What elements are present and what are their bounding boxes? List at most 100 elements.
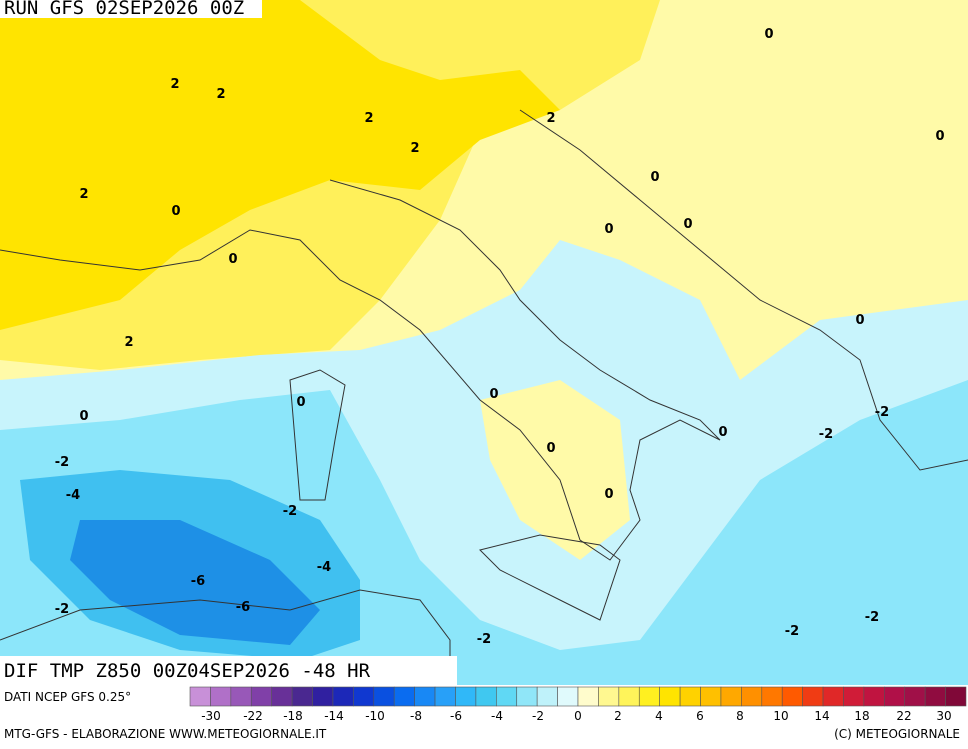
colorbar-swatch (659, 686, 681, 707)
colorbar: -30 -22 -18 -14 -10 -8 -6 -4 -2 0 2 4 6 8 10 14 18 22 30 (189, 686, 967, 723)
contour-label: 0 (650, 170, 659, 185)
contour-label: -2 (875, 405, 889, 420)
colorbar-label: 10 (773, 709, 788, 723)
colorbar-swatch (720, 686, 742, 707)
contour-label: 2 (170, 77, 179, 92)
colorbar-swatch (945, 686, 967, 707)
run-label: RUN GFS 02SEP2026 00Z (4, 0, 244, 19)
colorbar-swatch (516, 686, 538, 707)
copyright: (C) METEOGIORNALE (834, 727, 960, 741)
credit: MTG-GFS - ELABORAZIONE WWW.METEOGIORNALE… (4, 727, 327, 741)
contour-label: -2 (55, 455, 69, 470)
title-box (0, 656, 457, 685)
colorbar-swatch (434, 686, 456, 707)
colorbar-swatch (250, 686, 272, 707)
colorbar-swatch (189, 686, 211, 707)
contour-label: 2 (546, 111, 555, 126)
colorbar-swatch (291, 686, 313, 707)
colorbar-swatch (679, 686, 701, 707)
colorbar-swatch (230, 686, 252, 707)
colorbar-label: -2 (532, 709, 544, 723)
colorbar-swatch (924, 686, 946, 707)
warm-core (0, 0, 560, 330)
coastline (0, 179, 721, 561)
colorbar-swatch (577, 686, 599, 707)
colorbar-swatch (822, 686, 844, 707)
colorbar-swatch (373, 686, 395, 707)
colorbar-swatch (802, 686, 824, 707)
colorbar-label: 18 (854, 709, 869, 723)
colorbar-swatch (638, 686, 660, 707)
colorbar-swatch (761, 686, 783, 707)
contour-label: -2 (785, 624, 799, 639)
contour-label: 0 (228, 252, 237, 267)
colorbar-swatch (781, 686, 803, 707)
colorbar-swatch (843, 686, 865, 707)
colorbar-swatch (455, 686, 477, 707)
colorbar-label: 8 (736, 709, 744, 723)
colorbar-swatch (393, 686, 415, 707)
colorbar-label: 2 (614, 709, 622, 723)
colorbar-label: -14 (324, 709, 344, 723)
map-title: DIF TMP Z850 00Z04SEP2026 -48 HR (4, 660, 371, 682)
contour-label: 0 (171, 204, 180, 219)
colorbar-swatch (496, 686, 518, 707)
colorbar-swatch (700, 686, 722, 707)
contour-label: -2 (55, 602, 69, 617)
colorbar-swatch (353, 686, 375, 707)
contour-label: -6 (191, 574, 205, 589)
contour-label: -6 (236, 600, 250, 615)
colorbar-swatch (884, 686, 906, 707)
colorbar-label: -30 (201, 709, 221, 723)
contour-label: 0 (489, 387, 498, 402)
colorbar-swatch (863, 686, 885, 707)
colorbar-swatch (741, 686, 763, 707)
contour-label: 2 (364, 111, 373, 126)
colorbar-swatch (536, 686, 558, 707)
contour-label: 0 (718, 425, 727, 440)
map: RUN GFS 02SEP2026 00Z DIF TMP Z850 00Z04… (0, 0, 968, 685)
contour-label: -4 (317, 560, 331, 575)
island (479, 534, 621, 621)
colorbar-swatch (414, 686, 436, 707)
contour-label: 2 (410, 141, 419, 156)
coastline (0, 589, 451, 685)
contour-label: 0 (604, 222, 613, 237)
contour-label: 0 (683, 217, 692, 232)
contour-label: 0 (604, 487, 613, 502)
colorbar-swatch (598, 686, 620, 707)
colorbar-swatch (312, 686, 334, 707)
colorbar-label: -10 (365, 709, 385, 723)
contour-label: 0 (79, 409, 88, 424)
contour-label: -4 (66, 488, 80, 503)
contour-label: 0 (764, 27, 773, 42)
colorbar-swatch (332, 686, 354, 707)
contour-label: 0 (855, 313, 864, 328)
colorbar-label: -18 (283, 709, 303, 723)
contour-label: -2 (477, 632, 491, 647)
colorbar-label: -22 (243, 709, 263, 723)
contour-label: -2 (283, 504, 297, 519)
colorbar-label: 4 (655, 709, 663, 723)
contour-label: 2 (216, 87, 225, 102)
contour-label: -2 (865, 610, 879, 625)
contour-label: 0 (546, 441, 555, 456)
coastline (519, 109, 968, 471)
colorbar-label: 30 (936, 709, 951, 723)
colorbar-label: 0 (574, 709, 582, 723)
contour-label: 2 (124, 335, 133, 350)
colorbar-label: 6 (696, 709, 704, 723)
contour-label: 2 (79, 187, 88, 202)
colorbar-label: -8 (410, 709, 422, 723)
contour-labels: 2 2 2 2 2 0 0 0 2 0 0 0 0 2 0 0 0 0 -2 -2 0 0 -2 -4 0 -2 -4 -6 -6 -2 -… (55, 27, 945, 647)
colorbar-swatch (618, 686, 640, 707)
coldest-area (70, 520, 320, 645)
colorbar-label: 22 (896, 709, 911, 723)
colorbar-label: 14 (814, 709, 829, 723)
run-box (0, 0, 262, 18)
colorbar-label: -6 (450, 709, 462, 723)
colorbar-label: -4 (491, 709, 503, 723)
colorbar-swatch (475, 686, 497, 707)
island (289, 369, 346, 501)
